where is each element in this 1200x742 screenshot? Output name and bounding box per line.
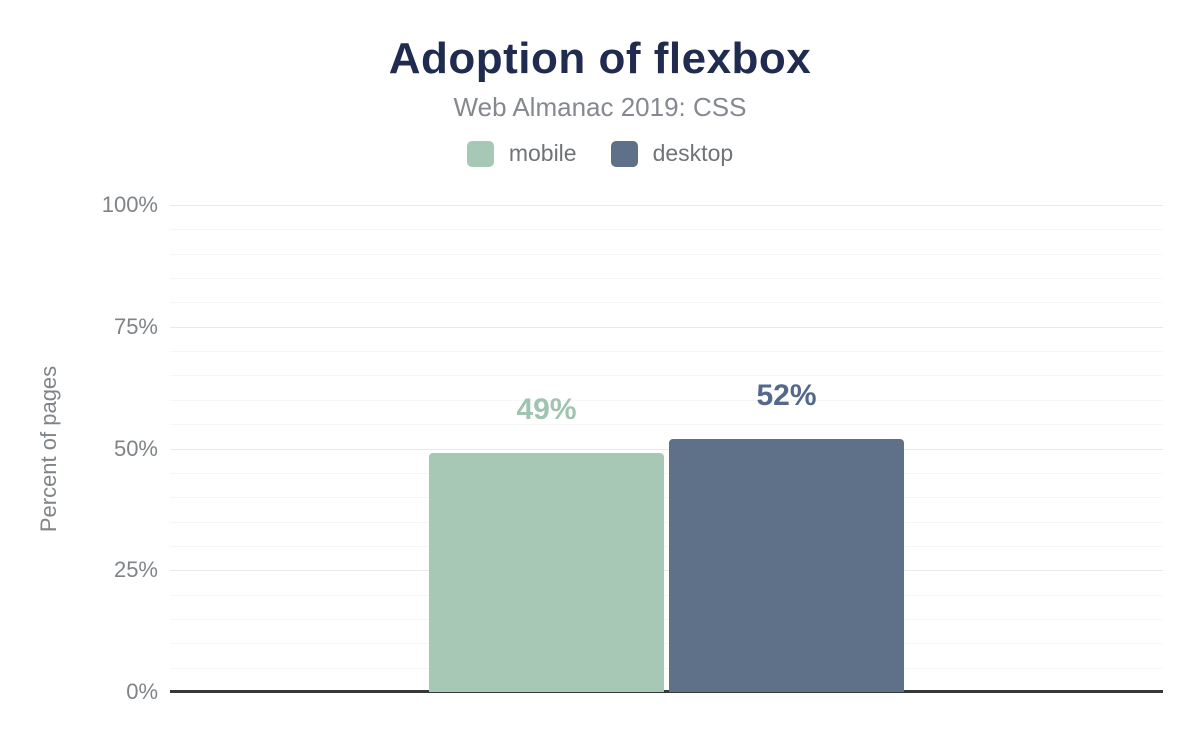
gridline-65 (170, 375, 1163, 377)
chart-title: Adoption of flexbox (388, 34, 812, 83)
y-tick-label-75: 75% (113, 313, 158, 339)
gridline-85 (170, 278, 1163, 280)
y-tick-label-100: 100% (101, 192, 158, 217)
gridline-5 (170, 667, 1163, 669)
legend-label-desktop: desktop (652, 140, 734, 166)
chart-subtitle: Web Almanac 2019: CSS (453, 92, 747, 122)
gridline-45 (170, 472, 1163, 474)
gridline-55 (170, 424, 1163, 426)
bar-mobile[interactable]: 49% (429, 393, 664, 692)
gridline-35 (170, 521, 1163, 523)
y-tick-label-0: 0% (126, 679, 158, 704)
gridline-70 (170, 351, 1163, 353)
gridline-30 (170, 545, 1163, 547)
gridline-15 (170, 618, 1163, 620)
gridline-50 (170, 448, 1163, 450)
y-tick-label-50: 50% (113, 435, 158, 461)
x-axis-line (170, 690, 1163, 693)
bar-value-label-mobile: 49% (516, 393, 577, 427)
legend-item-mobile[interactable]: mobile (466, 140, 577, 167)
gridline-60 (170, 399, 1163, 401)
legend-item-desktop[interactable]: desktop (610, 140, 734, 167)
gridline-40 (170, 497, 1163, 499)
gridline-80 (170, 302, 1163, 304)
bar-desktop[interactable]: 52% (669, 379, 904, 692)
gridline-100 (170, 205, 1163, 206)
gridline-25 (170, 570, 1163, 572)
legend-label-mobile: mobile (508, 140, 577, 166)
plot-area: 49% 52% (170, 205, 1163, 693)
gridline-10 (170, 643, 1163, 645)
gridline-20 (170, 594, 1163, 596)
legend: mobile desktop (0, 140, 1200, 167)
desktop-swatch-icon (610, 140, 638, 167)
gridline-90 (170, 253, 1163, 255)
y-axis-ticks: 0% 25% 50% 75% 100% (0, 193, 158, 704)
y-tick-label-25: 25% (113, 557, 158, 583)
gridline-95 (170, 229, 1163, 231)
mobile-swatch-icon (466, 140, 494, 167)
gridline-75 (170, 326, 1163, 328)
bar-value-label-desktop: 52% (756, 378, 817, 412)
